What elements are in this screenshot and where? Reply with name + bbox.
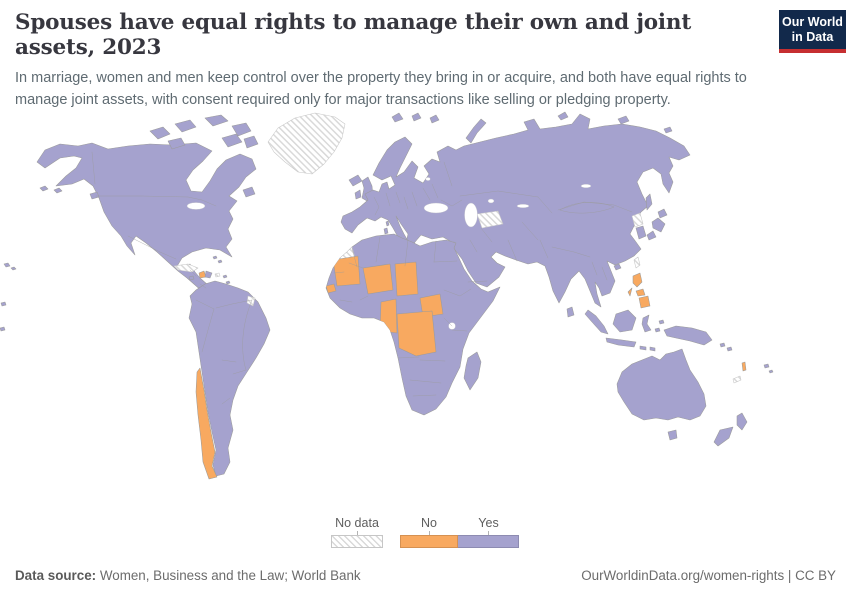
legend-tick [356,531,358,535]
page-title: Spouses have equal rights to manage thei… [15,10,692,60]
lake-ladoga [425,177,431,181]
region-dr-congo[interactable] [396,310,437,357]
region-vanuatu[interactable] [741,361,747,372]
region-pacific-islets[interactable] [0,301,7,332]
legend-item-yes[interactable]: Yes [458,516,519,548]
region-eurasia[interactable] [340,113,691,308]
region-cameroon-gabon-eq-guinea[interactable] [379,298,398,334]
region-tasmania[interactable] [667,429,678,441]
great-lakes [186,202,206,210]
region-iceland[interactable] [348,174,363,187]
legend-label-no-data: No data [335,516,379,530]
region-south-america[interactable] [188,280,271,477]
region-guinea-bissau[interactable] [326,283,337,294]
region-french-guiana[interactable] [246,295,256,307]
region-turkmenistan[interactable] [476,210,504,229]
region-indonesia[interactable] [584,309,665,352]
region-mauritania[interactable] [332,255,361,287]
region-vancouver-island[interactable] [89,191,100,200]
lake-baikal [580,183,592,188]
legend-tick [428,531,430,535]
legend-tick [488,531,489,535]
footer-right: OurWorldinData.org/women-rights | CC BY [581,568,836,583]
region-sri-lanka[interactable] [566,306,575,318]
data-source-value: Women, Business and the Law; World Bank [96,568,361,583]
data-source: Data source: Women, Business and the Law… [15,568,361,583]
owid-logo[interactable]: Our World in Data [779,10,846,53]
chart-subtitle: In marriage, women and men keep control … [15,70,747,108]
region-north-korea[interactable] [631,212,644,228]
region-south-sudan[interactable] [419,293,444,318]
region-solomon-islands[interactable] [719,342,733,352]
legend-swatch-no-data[interactable] [331,535,383,548]
region-fiji[interactable] [763,363,774,374]
footer-divider: | [784,568,796,583]
country-borders [91,151,633,405]
legend-label-yes: Yes [478,516,499,530]
region-new-caledonia[interactable] [732,375,742,384]
map-legend: No data No Yes [331,516,519,548]
region-chile[interactable] [195,367,218,480]
legend-item-no[interactable]: No [400,516,458,548]
region-australia[interactable] [616,348,707,421]
region-new-zealand[interactable] [713,412,748,447]
region-puerto-rico[interactable] [214,272,221,278]
region-new-guinea[interactable] [663,325,713,346]
license-label: CC BY [795,568,836,583]
map-landmasses [0,111,774,480]
legend-item-no-data[interactable]: No data [331,516,383,548]
legend-label-no: No [421,516,437,530]
data-source-label: Data source: [15,568,97,583]
region-cuba[interactable] [173,263,199,273]
region-philippines[interactable] [627,272,651,309]
black-sea [423,202,449,214]
lakes [186,177,592,330]
region-madagascar[interactable] [463,351,482,391]
region-canadian-arctic-islands[interactable] [149,114,259,150]
legend-swatch-no[interactable] [400,535,458,548]
region-bahamas[interactable] [212,255,223,264]
region-jamaica[interactable] [188,275,195,281]
caspian-sea [464,202,478,228]
region-south-korea[interactable] [635,225,647,240]
chart-header: Spouses have equal rights to manage thei… [15,10,770,112]
region-ireland[interactable] [354,189,362,200]
region-newfoundland[interactable] [242,186,256,198]
region-dominican-republic[interactable] [204,270,213,279]
region-sakhalin[interactable] [645,193,653,211]
legend-swatch-yes[interactable] [458,535,519,548]
region-hawaii[interactable] [3,262,17,271]
region-taiwan[interactable] [633,256,641,269]
region-japan[interactable] [646,208,668,241]
lake-balkhash [516,203,530,208]
region-hainan[interactable] [613,263,622,271]
region-niger[interactable] [362,263,394,295]
region-greenland[interactable] [267,112,346,175]
owid-link[interactable]: OurWorldinData.org/women-rights [581,568,785,583]
owid-logo-line1: Our World [782,15,843,30]
region-chad[interactable] [394,261,419,297]
region-russian-arctic-islands[interactable] [391,111,673,144]
owid-logo-line2: in Data [791,29,834,44]
region-north-america[interactable] [36,142,257,298]
chart-footer: Data source: Women, Business and the Law… [15,568,836,583]
aral-sea [487,198,495,204]
